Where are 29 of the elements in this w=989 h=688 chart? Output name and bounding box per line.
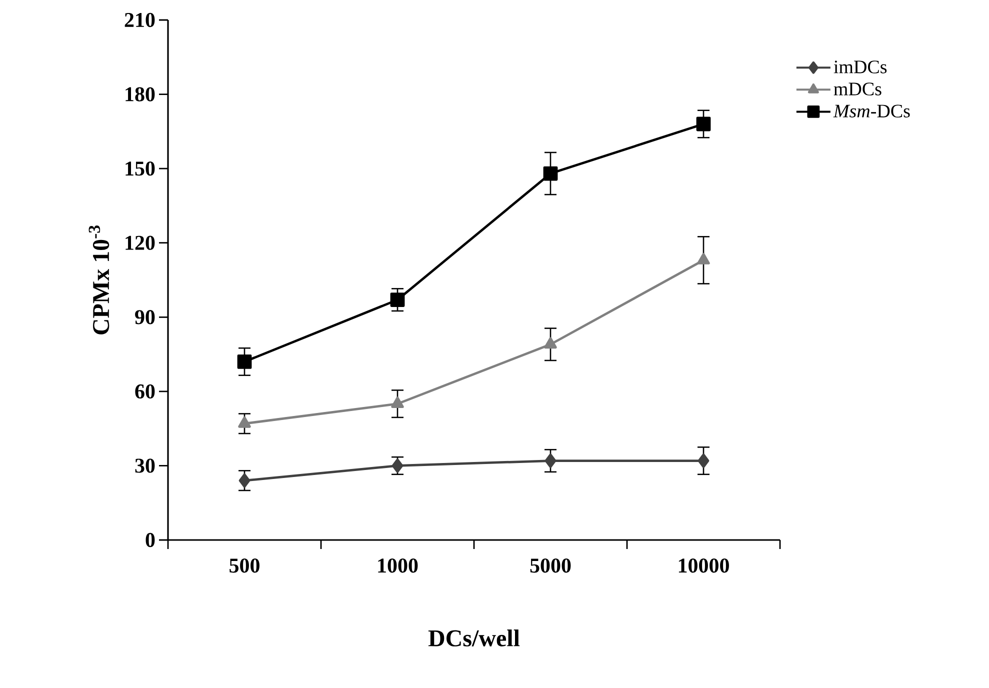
y-tick-label: 90 [135,310,155,324]
y-tick-label: 0 [146,532,155,548]
x-tick-label: 5000 [530,558,571,573]
y-tick-label: 30 [135,458,155,473]
y-tick-label: 150 [126,161,155,176]
y-tick-label: 120 [126,236,155,250]
y-axis-title: CPMx 10$^{-3}$ [88,226,110,334]
point [238,473,250,488]
point [238,416,251,428]
point [391,396,404,408]
point [696,116,711,132]
legend-label: imDCs [834,60,887,74]
point [697,252,710,264]
legend-label: mDCs [834,82,882,96]
y-tick-label: 210 [124,12,155,28]
y-tick-label: 60 [135,384,155,399]
point [544,337,557,349]
legend-label: Msm-DCs [833,104,910,118]
point [390,292,405,308]
point [237,354,252,369]
x-tick-label: 1000 [378,558,418,573]
x-axis-title: DCs/well [428,630,520,646]
y-tick-label: 180 [126,87,155,102]
point [392,458,404,473]
x-tick-label: 10000 [678,558,729,573]
point [544,454,556,468]
x-tick-label: 500 [230,558,260,573]
point [543,166,558,181]
point [698,454,710,468]
